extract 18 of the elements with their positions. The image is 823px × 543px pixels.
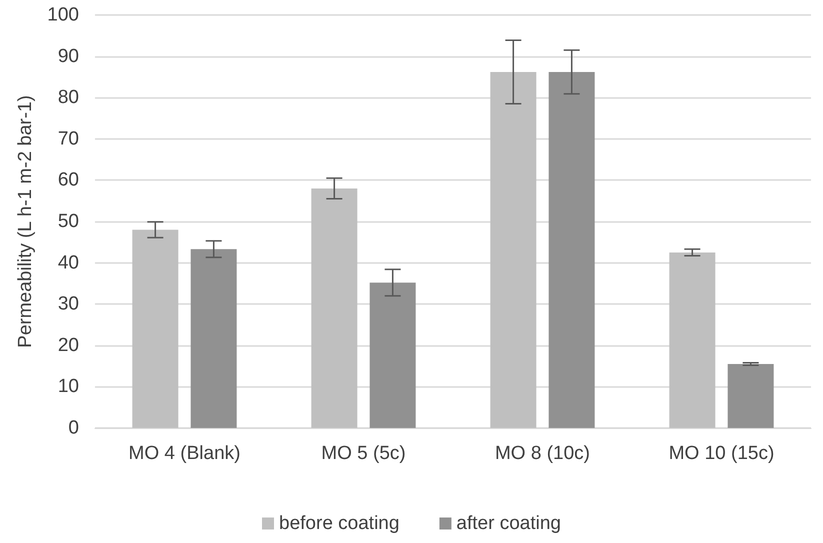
y-tick-label: 0 xyxy=(68,418,79,438)
y-tick-label: 70 xyxy=(58,128,79,150)
x-tick-label: MO 8 (10c) xyxy=(494,443,590,464)
y-tick-label: 30 xyxy=(58,294,79,315)
y-tick-label: 20 xyxy=(58,334,79,356)
y-tick-label: 40 xyxy=(58,252,79,274)
legend-label: after coating xyxy=(456,513,562,534)
x-tick-label: MO 4 (Blank) xyxy=(128,443,240,464)
legend-label: before coating xyxy=(279,513,400,534)
x-tick-label: MO 10 (15c) xyxy=(668,443,774,464)
y-tick-label: 10 xyxy=(58,376,79,398)
y-tick-label: 60 xyxy=(58,170,79,191)
y-tick-label: 50 xyxy=(58,211,79,232)
x-tick-label: MO 5 (5c) xyxy=(321,443,406,464)
y-tick-label: 90 xyxy=(58,46,79,67)
y-axis-title: Permeability (L h-1 m-2 bar-1) xyxy=(15,95,36,348)
y-tick-label: 80 xyxy=(58,87,79,108)
y-tick-label: 100 xyxy=(47,4,79,26)
